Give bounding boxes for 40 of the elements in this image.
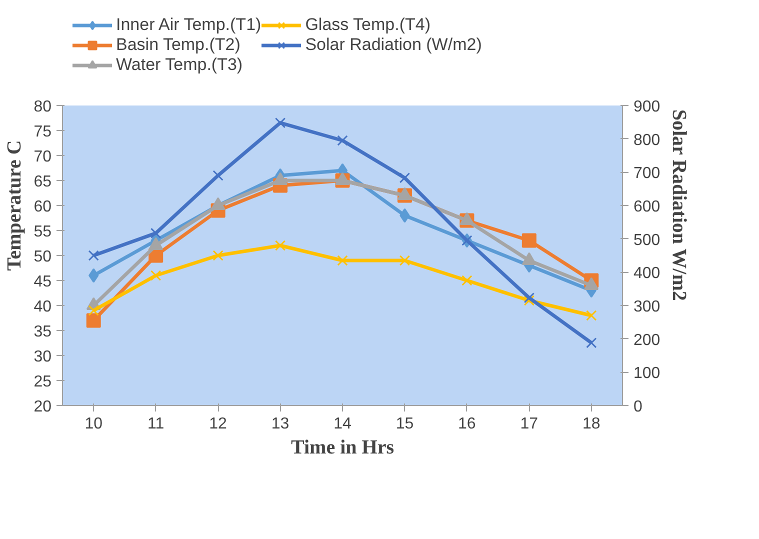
y2-tick-label: 700	[634, 165, 660, 182]
y-tick-label: 55	[34, 224, 52, 240]
y2-tick-label: 300	[634, 298, 660, 316]
y2-tick-label: 500	[634, 232, 660, 249]
x-tick-label: 16	[458, 416, 476, 432]
y2-tick-label: 0	[634, 398, 642, 416]
legend-label: Glass Temp.(T4)	[305, 15, 431, 35]
legend-label: Inner Air Temp.(T1)	[116, 15, 262, 35]
y-tick-label: 65	[34, 174, 52, 190]
y2-tick-label: 600	[634, 198, 660, 216]
x-tick-label: 12	[209, 416, 228, 432]
x-tick-label: 10	[84, 416, 103, 432]
x-tick-label: 11	[148, 416, 164, 432]
y2-axis-title: Solar Radiation W/m2	[668, 109, 690, 301]
y-tick-label: 35	[34, 324, 52, 340]
x-axis-title: Time in Hrs	[291, 436, 394, 458]
y-tick-label: 75	[34, 124, 52, 140]
y-tick-label: 80	[34, 98, 52, 116]
y-tick-label: 25	[34, 374, 52, 390]
x-tick-label: 15	[396, 416, 414, 432]
y-tick-label: 45	[34, 274, 52, 290]
y-tick-label: 20	[34, 398, 52, 416]
legend-label: Solar Radiation (W/m2)	[305, 35, 482, 55]
y-tick-label: 70	[34, 148, 52, 166]
y2-tick-label: 900	[634, 98, 660, 116]
y2-tick-label: 100	[634, 365, 660, 382]
x-tick-label: 14	[334, 416, 352, 432]
y2-tick-label: 800	[634, 132, 660, 149]
y2-tick-label: 400	[634, 265, 660, 282]
x-tick-label: 18	[582, 416, 600, 432]
legend-label: Basin Temp.(T2)	[116, 35, 240, 55]
x-tick-label: 13	[271, 416, 290, 432]
legend-label: Water Temp.(T3)	[116, 55, 243, 75]
y-tick-label: 60	[34, 198, 52, 216]
y-tick-label: 40	[34, 298, 52, 316]
y-tick-label: 50	[34, 248, 52, 266]
y-tick-label: 30	[34, 348, 52, 366]
x-tick-label: 17	[520, 416, 538, 432]
y2-tick-label: 200	[634, 332, 660, 349]
y-axis-title: Temperature C	[4, 140, 26, 271]
